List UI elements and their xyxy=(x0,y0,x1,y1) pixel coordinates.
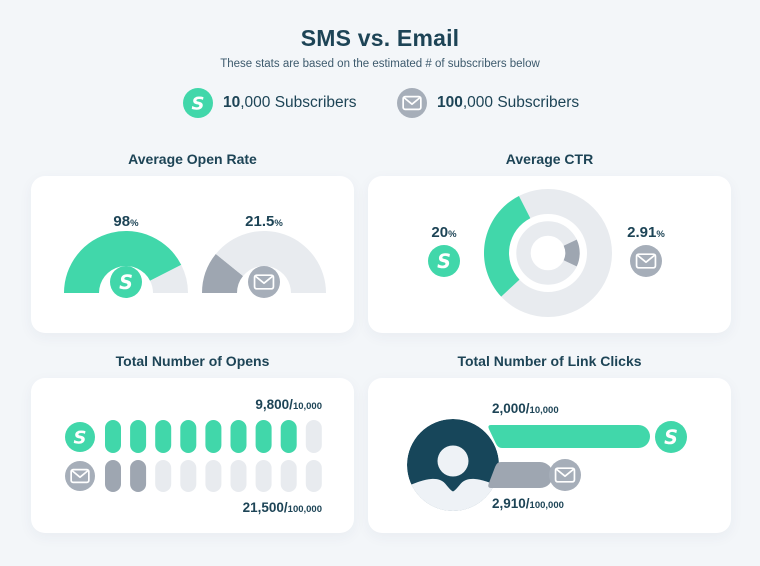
sms-logo-icon: S xyxy=(183,88,213,118)
envelope-icon xyxy=(549,459,581,491)
gauge-sms-fill xyxy=(64,231,182,293)
donut-outer-track xyxy=(484,189,612,317)
clicks-email-value: 2,910/100,000 xyxy=(492,496,564,511)
open-rate-sms-value: 98% xyxy=(113,213,139,230)
opens-email-pill xyxy=(155,460,172,492)
opens-email-pill xyxy=(130,460,147,492)
envelope-icon xyxy=(630,245,662,277)
page-title: SMS vs. Email xyxy=(300,25,460,51)
envelope-icon xyxy=(397,88,427,118)
gauge-sms-track xyxy=(150,264,188,293)
opens-sms-pill xyxy=(105,420,121,453)
page-subtitle: These stats are based on the estimated #… xyxy=(220,58,540,70)
opens-sms-pill xyxy=(255,420,272,453)
envelope-icon xyxy=(65,461,95,491)
ctr-card: S xyxy=(368,176,731,333)
sms-subscriber-count: 10,000 Subscribers xyxy=(223,94,357,111)
opens-sms-pill xyxy=(155,420,172,453)
sms-logo-icon: S xyxy=(655,421,687,453)
svg-text:S: S xyxy=(74,428,87,449)
opens-sms-pill xyxy=(305,420,322,453)
opens-email-pill xyxy=(280,460,297,492)
opens-sms-value: 9,800/10,000 xyxy=(255,397,322,412)
open-rate-card: S xyxy=(31,176,354,333)
sms-logo-icon: S xyxy=(110,266,142,298)
clicks-sms-value: 2,000/10,000 xyxy=(492,401,559,416)
ctr-donut: S xyxy=(428,189,662,317)
open-rate-title: Average Open Rate xyxy=(128,151,257,167)
person-icon xyxy=(407,419,499,511)
opens-sms-pill xyxy=(230,420,247,453)
opens-email-pill xyxy=(105,460,121,492)
opens-email-pill xyxy=(180,460,197,492)
donut-inner-track xyxy=(516,221,580,285)
open-rate-email-value: 21.5% xyxy=(245,213,283,230)
clicks-sms-bar xyxy=(488,425,650,448)
sms-logo-icon: S xyxy=(183,88,213,118)
ctr-sms-value: 20% xyxy=(431,224,457,241)
opens-email-value: 21,500/100,000 xyxy=(242,500,322,515)
opens-email-pill xyxy=(255,460,272,492)
donut-email-wedge xyxy=(563,239,580,267)
opens-sms-pill xyxy=(280,420,297,453)
opens-email-pill xyxy=(230,460,247,492)
svg-text:S: S xyxy=(437,250,451,273)
open-rate-gauges: S xyxy=(64,231,326,298)
opens-title: Total Number of Opens xyxy=(115,353,270,369)
opens-sms-pill xyxy=(205,420,222,453)
envelope-icon xyxy=(397,88,427,118)
opens-email-pill xyxy=(305,460,322,492)
svg-text:S: S xyxy=(664,426,678,449)
sms-logo-icon: S xyxy=(428,245,460,277)
clicks-title: Total Number of Link Clicks xyxy=(457,353,642,369)
email-subscribers: 100,000 Subscribers xyxy=(397,88,579,118)
opens-sms-pill xyxy=(180,420,197,453)
opens-sms-pill xyxy=(130,420,147,453)
svg-text:S: S xyxy=(192,94,205,115)
email-subscriber-count: 100,000 Subscribers xyxy=(437,94,580,111)
donut-sms-arc xyxy=(484,195,531,297)
gauge-email-track xyxy=(215,231,326,293)
svg-text:S: S xyxy=(119,271,133,294)
sms-subscribers: S 10,000 Subscribers xyxy=(183,88,357,118)
opens-email-pill xyxy=(205,460,222,492)
ctr-title: Average CTR xyxy=(505,151,594,167)
gauge-email-fill xyxy=(202,253,244,293)
envelope-icon xyxy=(248,266,280,298)
ctr-email-value: 2.91% xyxy=(627,224,665,241)
sms-logo-icon: S xyxy=(65,422,95,452)
clicks-email-bar xyxy=(488,462,553,488)
